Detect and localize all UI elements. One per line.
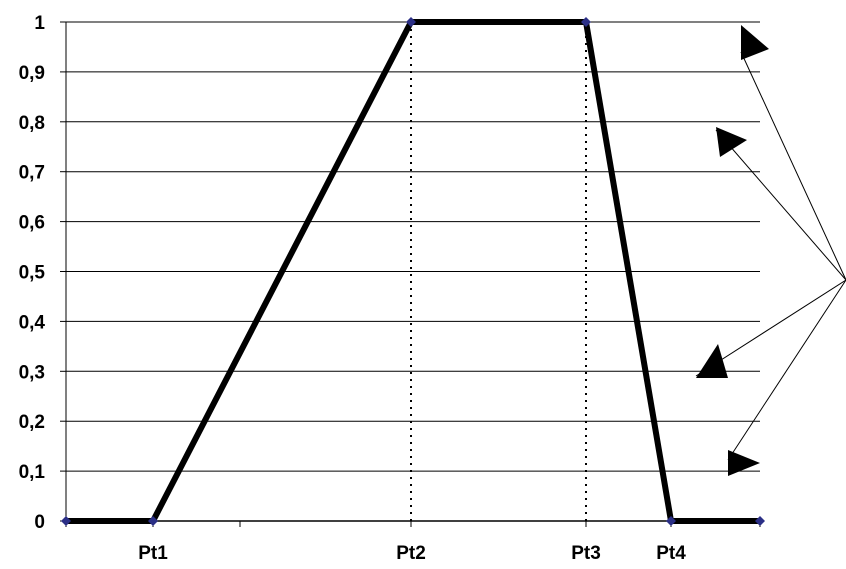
grid-layer bbox=[66, 21, 760, 472]
x-tick-label: Pt3 bbox=[571, 543, 601, 564]
marker-layer bbox=[61, 17, 765, 526]
y-tick-labels: 0 0,1 0,2 0,3 0,4 0,5 0,6 0,7 0,8 0,9 1 bbox=[19, 13, 46, 533]
y-tick-label: 1 bbox=[34, 13, 45, 34]
y-tick-label: 0,3 bbox=[19, 362, 45, 383]
series-line-segment bbox=[150, 20, 414, 523]
x-tick-label: Pt4 bbox=[656, 543, 686, 564]
y-tick-label: 0,7 bbox=[19, 163, 45, 184]
axis-layer bbox=[60, 21, 761, 527]
y-tick-label: 0,9 bbox=[19, 63, 45, 84]
data-point-marker bbox=[61, 516, 71, 526]
x-tick-label: Pt1 bbox=[138, 543, 168, 564]
annotation-arrow-line bbox=[715, 129, 846, 281]
data-point-marker bbox=[666, 516, 676, 526]
annotation-arrow-line bbox=[727, 279, 846, 461]
y-tick-label: 0,5 bbox=[19, 263, 46, 284]
data-point-marker bbox=[581, 17, 591, 27]
data-point-marker bbox=[755, 516, 765, 526]
y-tick-label: 0 bbox=[34, 512, 45, 533]
series-line-segment bbox=[583, 21, 674, 522]
annotation-arrowhead bbox=[741, 25, 769, 60]
x-tick-label: Pt2 bbox=[396, 543, 426, 564]
annotation-arrow-line bbox=[740, 51, 846, 281]
y-tick-label: 0,6 bbox=[19, 213, 45, 234]
x-tick-labels: Pt1 Pt2 Pt3 Pt4 bbox=[138, 543, 686, 564]
annotation-arrowhead bbox=[696, 344, 728, 378]
annotation-arrows bbox=[695, 25, 846, 476]
annotation-arrowhead bbox=[728, 450, 760, 476]
series-layer bbox=[66, 19, 760, 524]
data-point-marker bbox=[148, 516, 158, 526]
y-tick-label: 0,8 bbox=[19, 113, 45, 134]
y-tick-label: 0,1 bbox=[19, 462, 46, 483]
annotation-arrowhead bbox=[716, 127, 747, 157]
y-tick-label: 0,2 bbox=[19, 412, 45, 433]
y-tick-label: 0,4 bbox=[19, 312, 46, 333]
data-point-marker bbox=[406, 17, 416, 27]
